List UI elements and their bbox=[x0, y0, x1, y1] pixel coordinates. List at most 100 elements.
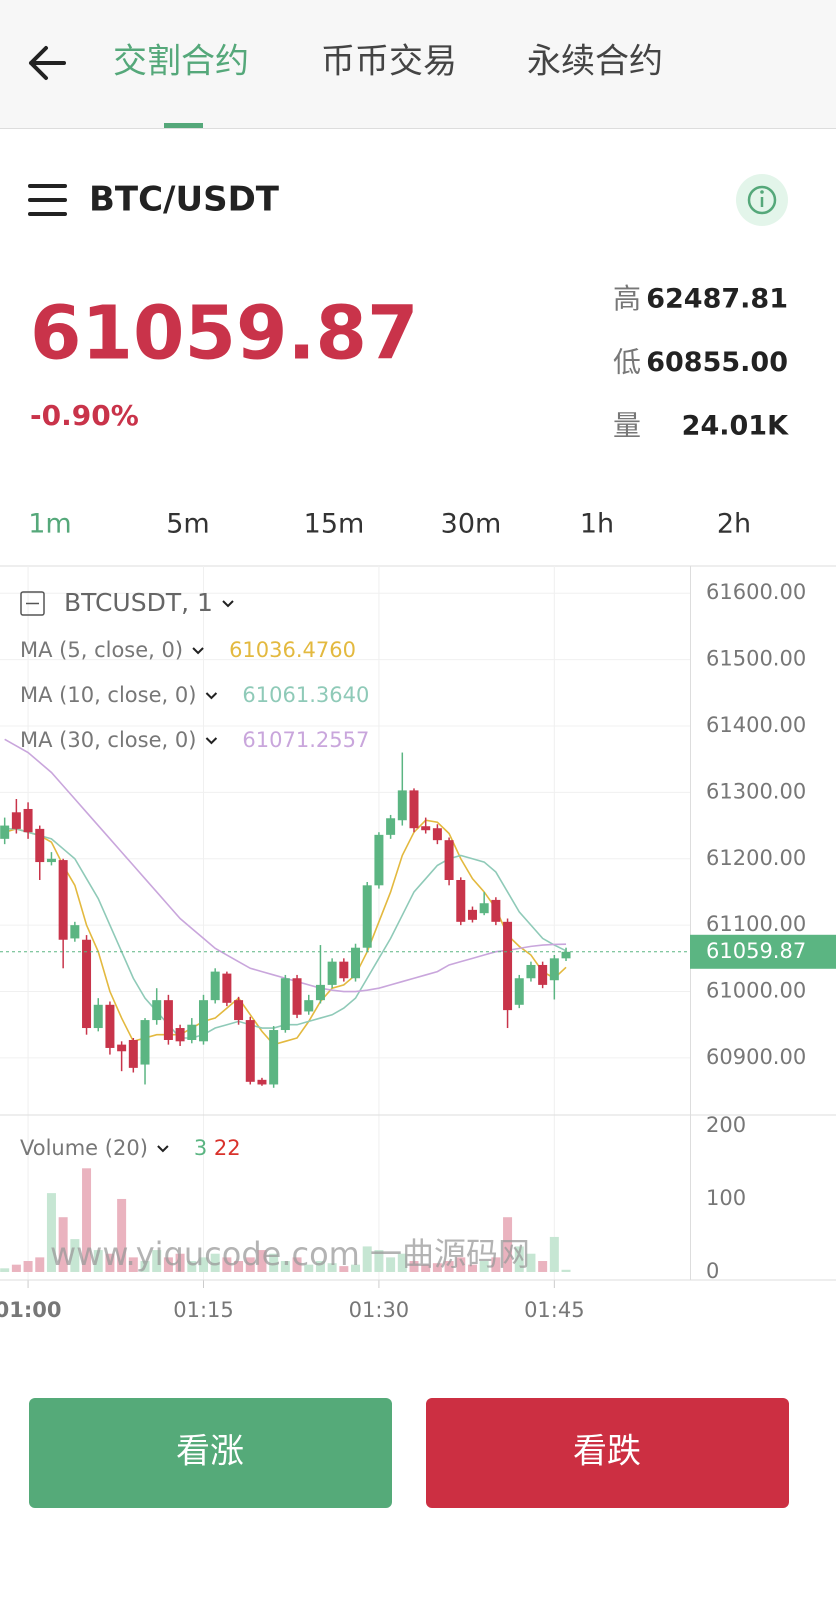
volume-bar bbox=[304, 1264, 314, 1272]
candle-body bbox=[163, 1000, 173, 1040]
candle-body bbox=[46, 858, 56, 863]
candle-body bbox=[128, 1039, 138, 1068]
interval[interactable]: 2h bbox=[717, 509, 751, 540]
candle-body bbox=[374, 834, 384, 886]
volume-bar bbox=[339, 1266, 349, 1272]
candle-body bbox=[58, 860, 68, 940]
candle-body bbox=[327, 961, 337, 985]
y-tick-label: 61600.00 bbox=[706, 580, 806, 604]
volume-bar bbox=[187, 1261, 197, 1272]
volume-bar bbox=[514, 1246, 524, 1272]
volume-bar bbox=[163, 1257, 173, 1272]
candle-body bbox=[198, 1000, 208, 1042]
interval[interactable]: 15m bbox=[304, 509, 365, 540]
candle-body bbox=[561, 951, 571, 959]
volume-bar bbox=[549, 1236, 559, 1272]
volume-bar bbox=[397, 1253, 407, 1272]
candle-body bbox=[269, 1030, 279, 1085]
volume-tick-label: 200 bbox=[706, 1113, 746, 1137]
candle-body bbox=[351, 947, 361, 979]
chevron[interactable] bbox=[157, 1145, 169, 1153]
interval[interactable]: 5m bbox=[166, 509, 209, 540]
tab[interactable]: 币币交易 bbox=[321, 42, 457, 82]
collapse-icon[interactable] bbox=[20, 591, 45, 616]
candle-body bbox=[491, 899, 501, 922]
volume-bar bbox=[140, 1261, 150, 1272]
candle-body bbox=[304, 1000, 314, 1012]
interval[interactable]: 1h bbox=[580, 509, 614, 540]
volume-bar bbox=[526, 1253, 536, 1272]
ma-legend-value: 61036.4760 bbox=[229, 638, 356, 662]
short-button[interactable] bbox=[426, 1398, 789, 1508]
volume-bar bbox=[11, 1264, 21, 1272]
x-tick-label: 01:15 bbox=[173, 1298, 234, 1322]
candle-body bbox=[456, 879, 466, 922]
menu-icon[interactable] bbox=[28, 184, 67, 216]
volume-bar bbox=[561, 1269, 571, 1272]
candle-body bbox=[82, 939, 92, 1029]
stats: 高 62487.81低 60855.00量 24.01K bbox=[613, 282, 789, 442]
volume-legend-value: 3 bbox=[194, 1136, 207, 1160]
volume-legend-name: Volume (20) bbox=[20, 1136, 148, 1160]
volume-bar bbox=[292, 1257, 302, 1272]
volume-bar bbox=[374, 1250, 384, 1272]
chevron[interactable] bbox=[205, 737, 218, 745]
candle-body bbox=[280, 978, 290, 1031]
tab-indicator bbox=[164, 123, 203, 128]
candle-body bbox=[362, 885, 372, 948]
back-button[interactable] bbox=[29, 46, 66, 80]
volume-bar bbox=[432, 1263, 442, 1272]
candle-body bbox=[222, 973, 232, 1003]
candle-body bbox=[93, 1004, 103, 1029]
volume-bar bbox=[467, 1264, 477, 1272]
volume-bar bbox=[210, 1253, 220, 1272]
tab[interactable]: 交割合约 bbox=[113, 42, 249, 82]
volume-bar bbox=[222, 1257, 232, 1272]
volume-bar bbox=[351, 1264, 361, 1272]
last-price-tag bbox=[690, 934, 836, 969]
candle-body bbox=[421, 826, 431, 831]
volume-bar bbox=[175, 1253, 185, 1272]
symbol: BTC/USDT bbox=[89, 180, 280, 220]
price: 61059.87 bbox=[30, 291, 419, 377]
stat-label: 低 bbox=[613, 346, 641, 379]
stat-label: 高 bbox=[613, 282, 641, 315]
y-tick-label: 60900.00 bbox=[706, 1045, 806, 1069]
volume-bar bbox=[491, 1257, 501, 1272]
chevron[interactable] bbox=[192, 647, 204, 655]
candle-body bbox=[175, 1028, 185, 1042]
chevron[interactable] bbox=[222, 600, 234, 608]
volume-bar bbox=[23, 1261, 33, 1272]
y-tick-label: 61200.00 bbox=[706, 846, 806, 870]
info-icon bbox=[760, 190, 764, 194]
interval[interactable]: 1m bbox=[28, 509, 71, 540]
tab[interactable]: 永续合约 bbox=[527, 42, 663, 82]
ma-legend-value: 61071.2557 bbox=[242, 728, 369, 752]
volume-bar bbox=[280, 1261, 290, 1272]
candle-body bbox=[479, 903, 489, 914]
volume-bar bbox=[82, 1168, 92, 1272]
candle-body bbox=[538, 964, 548, 985]
candle-body bbox=[467, 909, 477, 920]
candle-body bbox=[152, 1000, 162, 1021]
volume-bar bbox=[0, 1268, 10, 1272]
volume-bar bbox=[409, 1261, 419, 1272]
stat-value: 60855.00 bbox=[646, 347, 788, 378]
long-label: 看涨 bbox=[176, 1432, 244, 1472]
interval[interactable]: 30m bbox=[441, 509, 502, 540]
volume-tick-label: 100 bbox=[706, 1186, 746, 1210]
long-button[interactable] bbox=[29, 1398, 392, 1508]
top-bar bbox=[0, 0, 836, 128]
volume-bar bbox=[479, 1261, 489, 1272]
volume-bar bbox=[444, 1261, 454, 1272]
candle-body bbox=[35, 828, 45, 863]
volume-bar bbox=[362, 1246, 372, 1272]
volume-bar bbox=[105, 1253, 115, 1272]
candle-body bbox=[386, 818, 396, 835]
x-tick-label: 01:45 bbox=[524, 1298, 585, 1322]
candle-body bbox=[187, 1024, 197, 1040]
y-tick-label: 61100.00 bbox=[706, 912, 806, 936]
chart: 61600.00 61500.00 61400.00 61300.00 61200.00… bbox=[0, 566, 836, 1322]
chevron[interactable] bbox=[205, 692, 218, 700]
